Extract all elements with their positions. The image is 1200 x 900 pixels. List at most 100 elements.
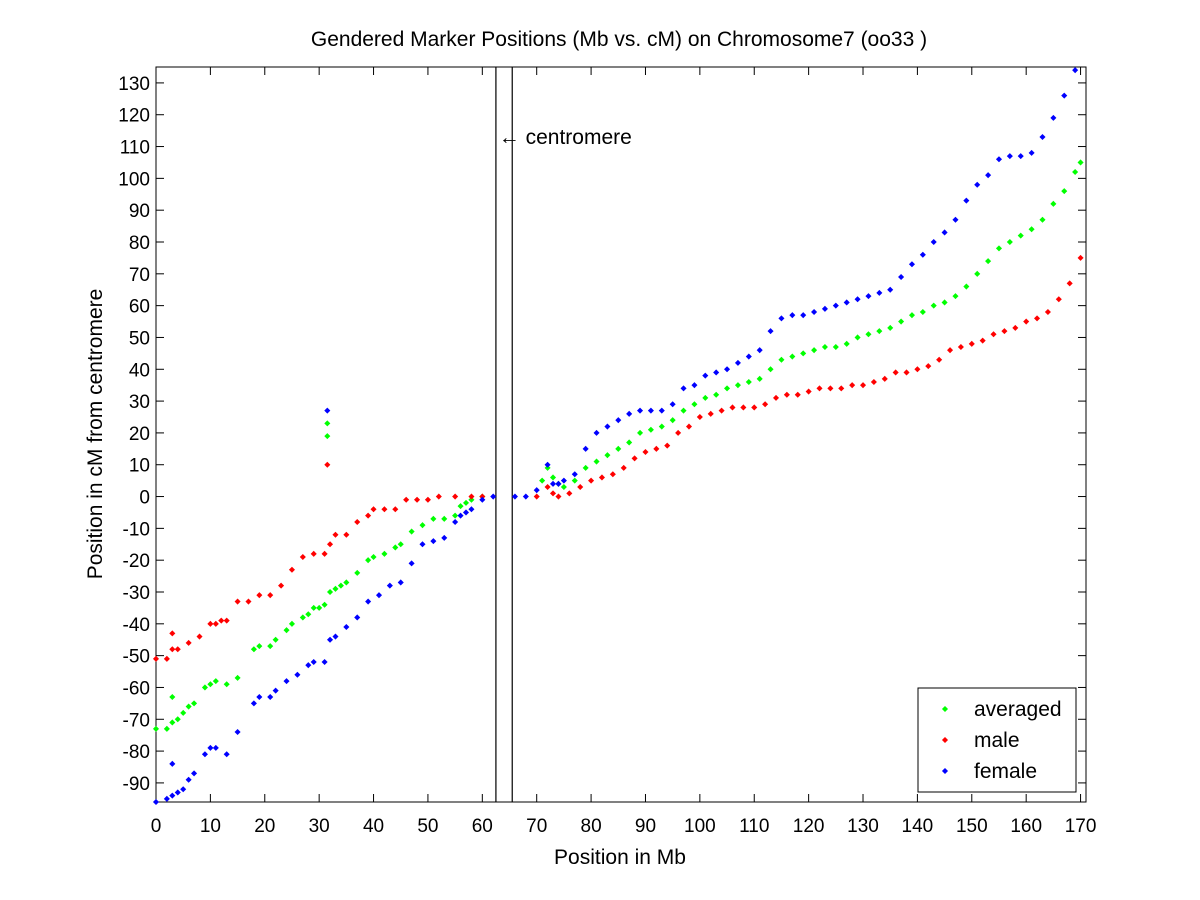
- data-point-averaged: [288, 620, 295, 627]
- data-point-averaged: [324, 433, 331, 440]
- legend-marker-averaged: [941, 705, 949, 713]
- data-point-female: [582, 445, 589, 452]
- data-point-averaged: [778, 356, 785, 363]
- data-point-averaged: [370, 553, 377, 561]
- data-point-male: [169, 630, 176, 637]
- data-point-male: [925, 363, 932, 370]
- data-point-male: [555, 493, 562, 500]
- data-point-male: [354, 518, 361, 526]
- y-tick-label: 30: [129, 392, 150, 413]
- data-point-female: [180, 786, 187, 793]
- y-tick-label: 60: [129, 297, 150, 318]
- data-point-male: [783, 391, 790, 398]
- data-point-female: [408, 560, 415, 567]
- data-point-averaged: [185, 703, 192, 710]
- data-point-male: [772, 394, 780, 401]
- y-tick-label: 40: [129, 360, 150, 381]
- data-point-female: [511, 493, 518, 500]
- data-point-male: [324, 461, 331, 468]
- data-point-female: [691, 382, 698, 389]
- data-point-female: [865, 293, 872, 300]
- data-point-averaged: [1050, 200, 1057, 207]
- data-point-averaged: [571, 477, 578, 484]
- x-tick-label: 70: [526, 816, 547, 837]
- data-point-female: [615, 417, 622, 424]
- data-point-female: [985, 172, 992, 179]
- data-point-averaged: [691, 401, 698, 408]
- y-tick-label: 10: [129, 456, 150, 477]
- data-point-male: [1001, 328, 1008, 335]
- data-point-female: [800, 312, 807, 319]
- data-point-averaged: [756, 375, 763, 382]
- data-point-averaged: [169, 719, 176, 726]
- data-point-male: [598, 474, 605, 481]
- data-point-female: [1072, 67, 1079, 74]
- data-point-averaged: [637, 429, 644, 436]
- data-point-female: [533, 487, 540, 494]
- data-point-averaged: [256, 643, 263, 650]
- data-point-male: [549, 490, 557, 497]
- data-point-male: [299, 553, 306, 561]
- data-point-male: [327, 541, 334, 548]
- data-point-male: [936, 356, 943, 363]
- plot-area: 0 10 20 30 40 50 60 70 80 90 100 110 120 130 140 150 160…: [118, 66, 1097, 837]
- data-point-female: [995, 156, 1003, 163]
- data-point-female: [272, 687, 279, 694]
- x-tick-label: 160: [1010, 816, 1042, 837]
- data-point-averaged: [201, 684, 208, 691]
- data-point-averaged: [397, 541, 404, 548]
- data-point-male: [751, 404, 758, 411]
- data-point-averaged: [419, 522, 426, 529]
- data-point-averaged: [734, 382, 741, 389]
- y-tick-label: -50: [123, 647, 150, 668]
- data-point-male: [664, 442, 671, 449]
- data-point-averaged: [963, 283, 970, 290]
- data-point-averaged: [1072, 168, 1079, 176]
- data-point-male: [533, 493, 540, 500]
- data-point-averaged: [441, 515, 448, 522]
- data-point-averaged: [354, 569, 361, 576]
- y-tick-label: 130: [118, 74, 150, 95]
- data-point-male: [642, 448, 649, 456]
- data-point-male: [566, 490, 573, 497]
- legend-label-female: female: [974, 760, 1037, 783]
- data-point-male: [381, 506, 388, 513]
- data-point-averaged: [724, 385, 731, 392]
- x-tick-label: 150: [956, 816, 988, 837]
- data-point-female: [544, 461, 551, 468]
- data-point-averaged: [745, 378, 752, 386]
- y-axis-title: Position in cM from centromere: [84, 289, 107, 580]
- data-point-female: [490, 493, 497, 500]
- data-point-male: [196, 633, 203, 640]
- chart-title: Gendered Marker Positions (Mb vs. cM) on…: [311, 28, 927, 51]
- data-point-averaged: [560, 483, 567, 491]
- data-point-female: [452, 518, 459, 526]
- data-point-female: [294, 671, 301, 678]
- data-point-male: [870, 378, 877, 386]
- data-point-male: [1012, 324, 1019, 331]
- legend-marker-male: [941, 736, 949, 744]
- data-point-male: [718, 407, 725, 414]
- data-point-male: [588, 477, 595, 484]
- data-point-averaged: [462, 499, 470, 506]
- data-point-male: [675, 429, 682, 436]
- data-point-male: [365, 512, 372, 519]
- x-tick-label: 20: [254, 816, 275, 837]
- data-point-male: [234, 598, 241, 605]
- data-point-averaged: [174, 716, 181, 723]
- data-point-male: [729, 404, 736, 411]
- data-point-averaged: [680, 407, 687, 414]
- data-point-female: [843, 299, 850, 306]
- data-point-male: [914, 366, 921, 373]
- data-point-averaged: [1039, 216, 1046, 223]
- data-point-averaged: [800, 350, 807, 357]
- data-point-male: [696, 413, 703, 421]
- x-tick-label: 170: [1065, 816, 1097, 837]
- data-point-averaged: [283, 627, 290, 634]
- data-point-female: [1039, 133, 1046, 141]
- data-point-male: [957, 343, 964, 351]
- data-point-male: [631, 455, 638, 462]
- series-male: [152, 254, 1084, 662]
- data-point-averaged: [821, 343, 828, 351]
- data-point-male: [468, 493, 475, 500]
